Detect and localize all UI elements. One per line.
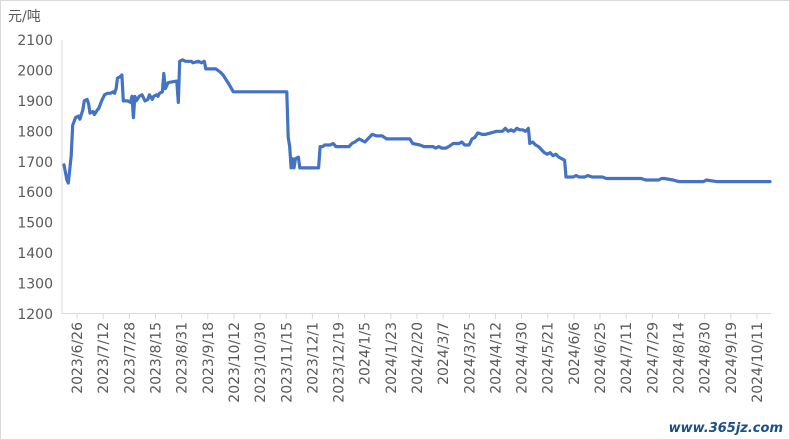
series-line: [62, 58, 772, 185]
x-tick-label: 2024/2/20: [410, 322, 426, 394]
x-tick-label: 2023/12/19: [332, 322, 348, 403]
x-tick-label: 2024/10/11: [750, 322, 766, 403]
x-tick-label: 2023/7/28: [122, 322, 138, 394]
y-tick-label: 1700: [17, 155, 53, 171]
y-axis-unit-label: 元/吨: [8, 9, 41, 25]
y-tick-label: 1200: [17, 307, 53, 323]
y-tick-label: 1600: [17, 185, 53, 201]
x-tick-label: 2023/8/15: [149, 322, 165, 394]
x-tick-label: 2024/9/19: [724, 322, 740, 394]
x-tick-label: 2024/1/5: [358, 322, 374, 385]
x-tick-label: 2023/12/1: [305, 322, 321, 394]
y-axis-ticks: 1200 1300 1400 1500 1600 1700 1800 1900 2000 2100: [17, 33, 53, 323]
x-tick-label: 2023/10/12: [227, 322, 243, 403]
x-tick-label: 2023/11/15: [279, 322, 295, 403]
x-tick-label: 2024/7/11: [619, 322, 635, 394]
y-tick-label: 1500: [17, 216, 53, 232]
y-tick-label: 1900: [17, 94, 53, 110]
x-tick-label: 2024/4/30: [515, 322, 531, 394]
x-axis-ticks: 2023/6/26 2023/7/12 2023/7/28 2023/8/15 2023…: [70, 314, 766, 403]
y-tick-label: 1300: [17, 277, 53, 293]
y-tick-label: 2100: [17, 33, 53, 49]
x-tick-label: 2024/7/29: [645, 322, 661, 394]
y-tick-label: 1800: [17, 124, 53, 140]
x-tick-label: 2023/6/26: [70, 322, 86, 394]
x-tick-label: 2024/6/25: [593, 322, 609, 394]
x-tick-label: 2023/8/31: [175, 322, 191, 394]
watermark-text: www.365jz.com: [669, 421, 783, 436]
y-tick-label: 2000: [17, 63, 53, 79]
x-tick-label: 2023/7/12: [96, 322, 112, 394]
x-tick-label: 2024/1/23: [384, 322, 400, 394]
x-tick-label: 2024/4/12: [488, 322, 504, 394]
x-tick-label: 2024/8/30: [698, 322, 714, 394]
x-tick-label: 2024/6/6: [567, 322, 583, 385]
x-tick-label: 2024/5/21: [541, 322, 557, 394]
x-tick-label: 2024/3/7: [436, 322, 452, 385]
x-tick-label: 2024/3/25: [462, 322, 478, 394]
x-tick-label: 2023/10/30: [253, 322, 269, 403]
x-tick-label: 2023/9/18: [201, 322, 217, 394]
x-tick-label: 2024/8/14: [671, 322, 687, 394]
y-tick-label: 1400: [17, 246, 53, 262]
